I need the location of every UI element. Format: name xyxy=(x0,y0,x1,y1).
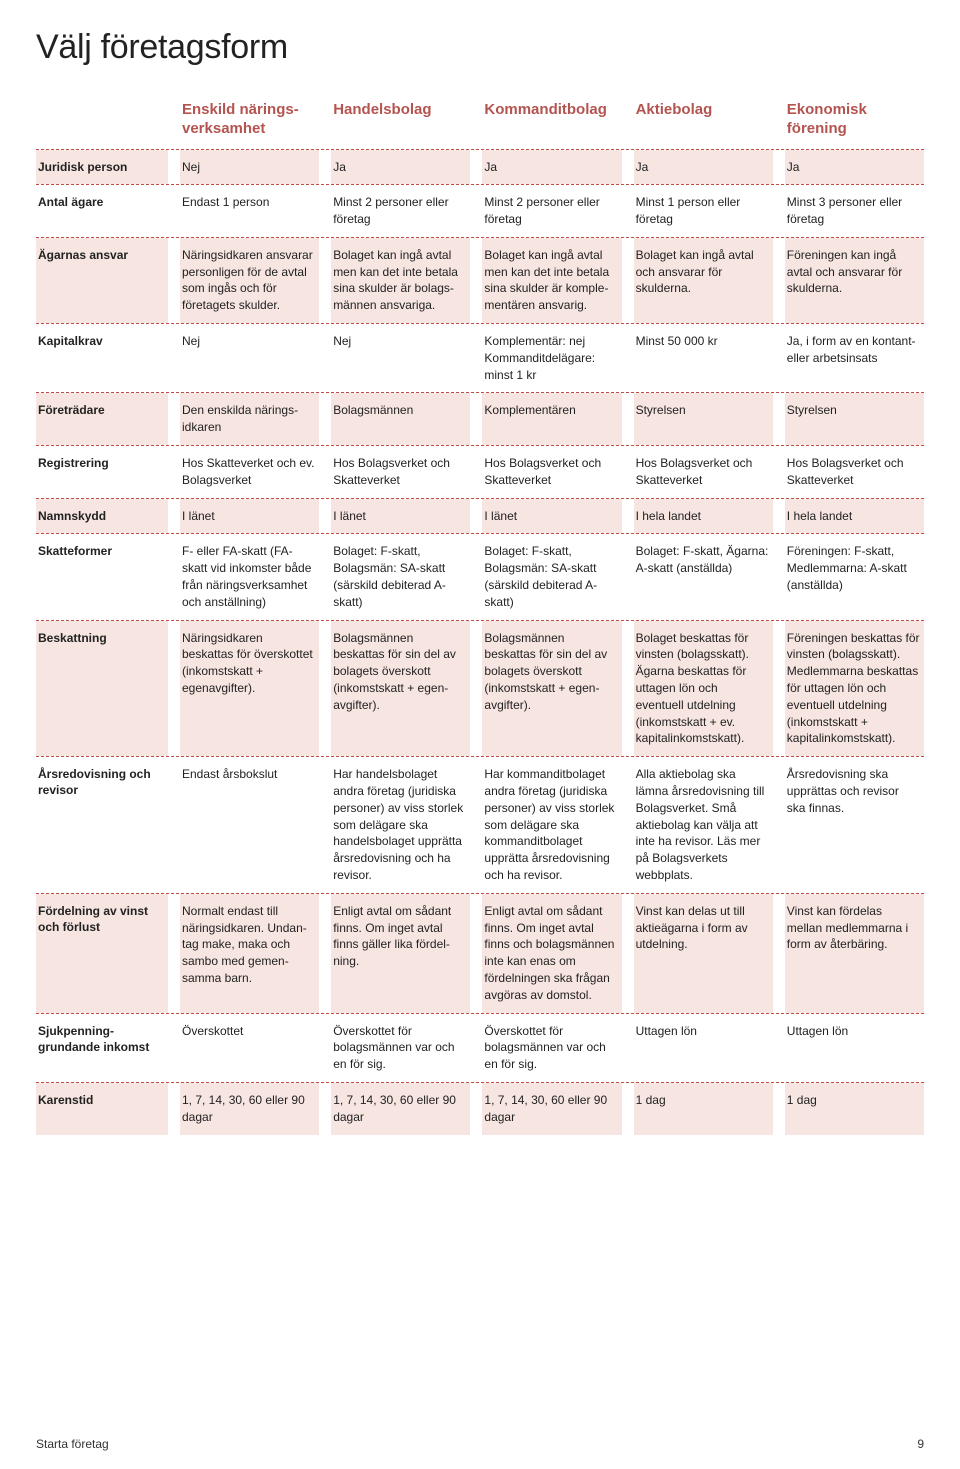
table-cell: Hos Bolagsverket och Skatteverket xyxy=(785,446,924,498)
table-cell: Alla aktiebolag ska lämna årsredovisning… xyxy=(634,757,773,893)
table-cell: Minst 3 personer eller företag xyxy=(785,185,924,237)
table-cell: Årsredovisning ska upprättas och revisor… xyxy=(785,757,924,893)
table-cell: Har handelsbolaget andra företag (juridi… xyxy=(331,757,470,893)
table-cell: Bolaget: F-skatt, Ägarna: A-skatt (anstä… xyxy=(634,534,773,619)
column-header: Aktiebolag xyxy=(634,95,773,149)
table-cell: Den enskilda närings­idkaren xyxy=(180,393,319,445)
table-cell: Ja xyxy=(785,150,924,185)
table-cell: Föreningen kan ingå avtal och ansvarar f… xyxy=(785,238,924,323)
row-label: Kapitalkrav xyxy=(36,324,168,392)
row-label: Ägarnas ansvar xyxy=(36,238,168,323)
table-cell: 1 dag xyxy=(785,1083,924,1135)
table-cell: Minst 2 personer eller företag xyxy=(331,185,470,237)
table-cell: Bolagsmännen beskattas för sin del av bo… xyxy=(331,621,470,757)
table-cell: Endast 1 person xyxy=(180,185,319,237)
table-cell: 1, 7, 14, 30, 60 eller 90 dagar xyxy=(482,1083,621,1135)
table-cell: Överskottet för bolagsmännen var och en … xyxy=(482,1014,621,1082)
table-cell: Bolaget kan ingå avtal men kan det inte … xyxy=(331,238,470,323)
table-cell: Näringsidkaren beskattas för över­skotte… xyxy=(180,621,319,757)
table-cell: Bolaget: F-skatt, Bolagsmän: SA-skatt (s… xyxy=(331,534,470,619)
table-cell: Överskottet för bolagsmännen var och en … xyxy=(331,1014,470,1082)
table-cell: Enligt avtal om sådant finns. Om inget a… xyxy=(331,894,470,1013)
table-cell: Har kommanditbolaget andra företag (juri… xyxy=(482,757,621,893)
column-header: Handelsbolag xyxy=(331,95,470,149)
table-cell: Minst 1 person eller företag xyxy=(634,185,773,237)
table-cell: I länet xyxy=(180,499,319,534)
table-cell: Bolaget: F-skatt, Bolagsmän: SA-skatt (s… xyxy=(482,534,621,619)
row-label: Skatteformer xyxy=(36,534,168,619)
table-cell: Styrelsen xyxy=(785,393,924,445)
table-cell: I länet xyxy=(482,499,621,534)
row-label: Juridisk person xyxy=(36,150,168,185)
table-cell: Ja xyxy=(482,150,621,185)
row-label: Registrering xyxy=(36,446,168,498)
table-cell: Hos Bolagsverket och Skatteverket xyxy=(331,446,470,498)
table-cell: Föreningen: F-skatt, Medlemmarna: A-skat… xyxy=(785,534,924,619)
table-cell: Bolaget kan ingå avtal och ansvarar för … xyxy=(634,238,773,323)
page-title: Välj företagsform xyxy=(36,28,924,67)
table-cell: Vinst kan delas ut till aktieägarna i fo… xyxy=(634,894,773,1013)
column-header: Kommanditbolag xyxy=(482,95,621,149)
table-cell: 1, 7, 14, 30, 60 eller 90 dagar xyxy=(180,1083,319,1135)
table-cell: Hos Bolagsverket och Skatteverket xyxy=(634,446,773,498)
table-cell: Ja xyxy=(331,150,470,185)
table-cell: Uttagen lön xyxy=(634,1014,773,1082)
row-label: Beskattning xyxy=(36,621,168,757)
table-cell: Endast årsbokslut xyxy=(180,757,319,893)
table-cell: Ja xyxy=(634,150,773,185)
column-header-empty xyxy=(36,95,168,149)
table-cell: I hela landet xyxy=(785,499,924,534)
footer-page-number: 9 xyxy=(917,1437,924,1451)
table-cell: Nej xyxy=(180,324,319,392)
table-cell: I hela landet xyxy=(634,499,773,534)
row-label: Fördelning av vinst och förlust xyxy=(36,894,168,1013)
row-label: Årsredovisning och revisor xyxy=(36,757,168,893)
table-cell: Enligt avtal om sådant finns. Om inget a… xyxy=(482,894,621,1013)
table-cell: Ja, i form av en kontant- eller arbetsin… xyxy=(785,324,924,392)
column-header: Ekonomisk förening xyxy=(785,95,924,149)
page: Välj företagsform Enskild närings­verksa… xyxy=(0,0,960,1469)
table-cell: Minst 2 personer eller företag xyxy=(482,185,621,237)
footer: Starta företag 9 xyxy=(36,1437,924,1451)
table-cell: Bolagsmännen beskattas för sin del av bo… xyxy=(482,621,621,757)
table-cell: Normalt endast till näringsidkaren. Unda… xyxy=(180,894,319,1013)
row-label: Sjukpenning­grundande inkomst xyxy=(36,1014,168,1082)
table-cell: F- eller FA-skatt (FA-skatt vid inkomste… xyxy=(180,534,319,619)
table-cell: Näringsidkaren ansva­rar personligen för… xyxy=(180,238,319,323)
table-cell: Hos Skatteverket och ev. Bolagsverket xyxy=(180,446,319,498)
table-cell: Bolaget kan ingå avtal men kan det inte … xyxy=(482,238,621,323)
table-cell: Komplementären xyxy=(482,393,621,445)
table-cell: Komplementär: nej Kommanditdelägare: min… xyxy=(482,324,621,392)
table-cell: Minst 50 000 kr xyxy=(634,324,773,392)
row-label: Karenstid xyxy=(36,1083,168,1135)
table-cell: Nej xyxy=(331,324,470,392)
table-cell: Bolaget beskattas för vinsten (bolagsska… xyxy=(634,621,773,757)
table-cell: Uttagen lön xyxy=(785,1014,924,1082)
table-cell: Vinst kan fördelas mellan medlemmarna i … xyxy=(785,894,924,1013)
table-cell: Bolagsmännen xyxy=(331,393,470,445)
table-cell: I länet xyxy=(331,499,470,534)
table-cell: 1 dag xyxy=(634,1083,773,1135)
table-cell: Överskottet xyxy=(180,1014,319,1082)
table-cell: 1, 7, 14, 30, 60 eller 90 dagar xyxy=(331,1083,470,1135)
comparison-table: Enskild närings­verksamhetHandelsbolagKo… xyxy=(36,95,924,1135)
table-cell: Nej xyxy=(180,150,319,185)
row-label: Namnskydd xyxy=(36,499,168,534)
row-label: Antal ägare xyxy=(36,185,168,237)
table-cell: Hos Bolagsverket och Skatteverket xyxy=(482,446,621,498)
footer-left: Starta företag xyxy=(36,1437,109,1451)
table-cell: Föreningen beskattas för vinsten (bolags… xyxy=(785,621,924,757)
row-label: Företrädare xyxy=(36,393,168,445)
column-header: Enskild närings­verksamhet xyxy=(180,95,319,149)
table-cell: Styrelsen xyxy=(634,393,773,445)
